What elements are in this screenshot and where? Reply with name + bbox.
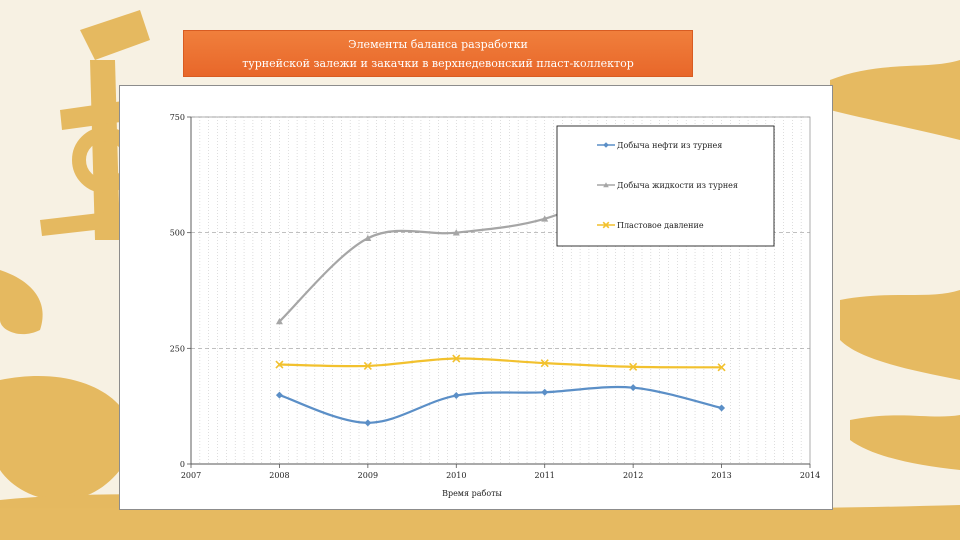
x-axis-title: Время работы bbox=[442, 489, 502, 498]
legend-item: Добыча жидкости из турнея bbox=[597, 181, 738, 190]
data-point bbox=[275, 360, 284, 369]
data-point bbox=[452, 392, 460, 400]
data-point bbox=[364, 419, 372, 427]
x-tick-label: 2013 bbox=[711, 471, 731, 480]
legend-item: Добыча нефти из турнея bbox=[597, 141, 722, 150]
x-tick-label: 2008 bbox=[269, 471, 289, 480]
y-tick-label: 250 bbox=[170, 344, 185, 353]
chart-panel: 2007 2008 2009 2010 2011 2012 2013 2014 0 250 500 7… bbox=[119, 85, 833, 510]
data-point bbox=[718, 404, 726, 412]
x-tick-label: 2010 bbox=[446, 471, 466, 480]
data-point bbox=[629, 384, 637, 392]
slide-title-line-2: турнейской залежи и закачки в верхнедево… bbox=[242, 57, 634, 70]
legend-marker bbox=[603, 142, 609, 148]
slide-title-line-1: Элементы баланса разработки bbox=[348, 38, 528, 51]
data-point bbox=[541, 388, 549, 396]
y-tick-label: 0 bbox=[180, 460, 185, 469]
x-tick-label: 2009 bbox=[358, 471, 378, 480]
data-point bbox=[364, 234, 372, 242]
axes: 2007 2008 2009 2010 2011 2012 2013 2014 0 250 500 7… bbox=[170, 113, 820, 480]
data-point bbox=[275, 391, 283, 399]
x-tick-label: 2012 bbox=[623, 471, 643, 480]
x-tick-label: 2011 bbox=[535, 471, 555, 480]
data-point bbox=[540, 359, 549, 368]
y-tick-label: 750 bbox=[170, 113, 185, 122]
data-point bbox=[717, 363, 726, 372]
y-tick-label: 500 bbox=[170, 229, 185, 238]
legend-label: Добыча жидкости из турнея bbox=[617, 181, 738, 190]
series-line bbox=[279, 385, 722, 424]
data-point bbox=[452, 354, 461, 363]
x-tick-label: 2007 bbox=[181, 471, 201, 480]
line-chart: 2007 2008 2009 2010 2011 2012 2013 2014 0 250 500 7… bbox=[170, 113, 820, 498]
series-3 bbox=[275, 354, 726, 372]
x-tick-label: 2014 bbox=[800, 471, 820, 480]
data-point bbox=[363, 361, 372, 370]
data-point bbox=[452, 229, 460, 236]
legend-label: Пластовое давление bbox=[617, 221, 704, 230]
legend: Добыча нефти из турнея Добыча жидкости из… bbox=[556, 125, 775, 247]
series-1 bbox=[275, 384, 726, 427]
data-point bbox=[541, 215, 549, 222]
data-point bbox=[629, 362, 638, 371]
legend-marker bbox=[603, 182, 609, 188]
legend-box bbox=[556, 125, 775, 247]
legend-item: Пластовое давление bbox=[597, 221, 704, 230]
legend-label: Добыча нефти из турнея bbox=[617, 141, 722, 150]
data-point bbox=[275, 317, 283, 325]
series-line bbox=[279, 357, 722, 369]
slide-title: Элементы баланса разработки турнейской з… bbox=[183, 30, 693, 77]
legend-marker bbox=[602, 221, 610, 229]
